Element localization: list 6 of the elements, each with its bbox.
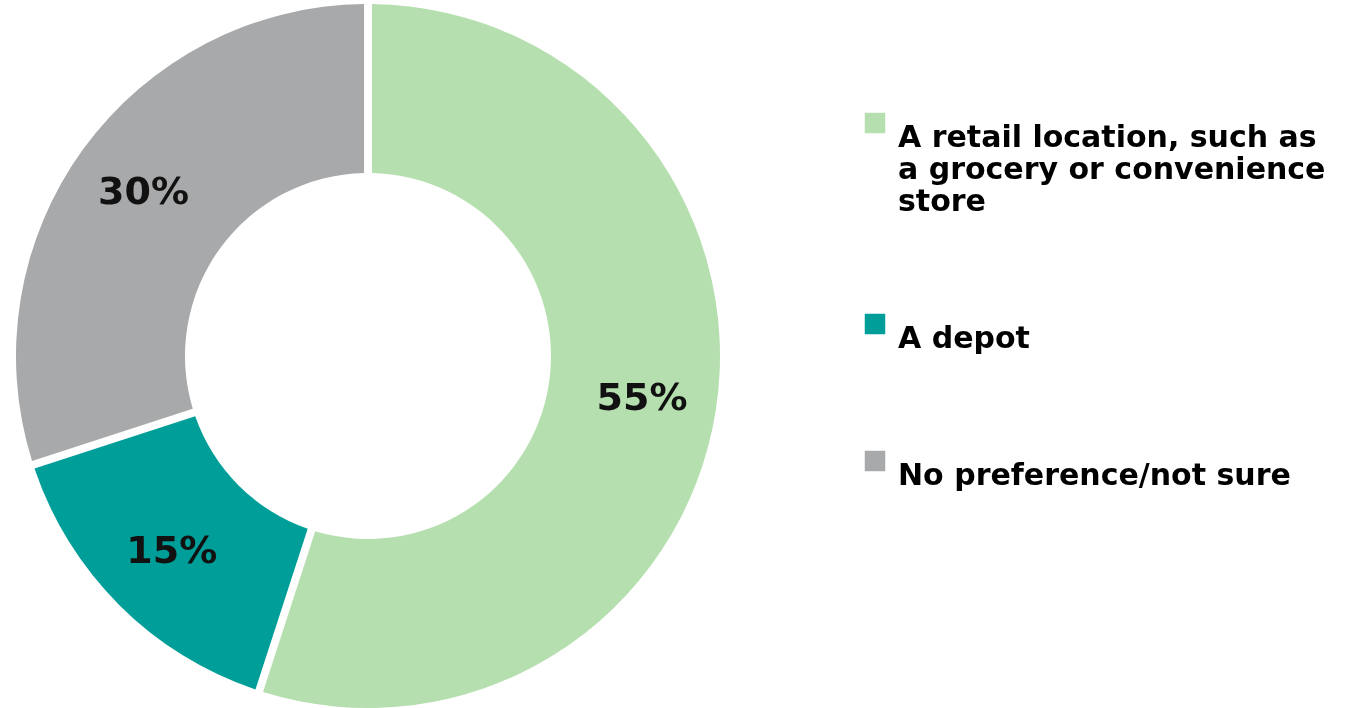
data-label: 15% (126, 528, 218, 573)
legend-label: A retail location, such as a grocery or convenience store (898, 119, 1326, 218)
data-label: 55% (596, 375, 688, 420)
legend-label: A depot (898, 320, 1030, 355)
data-label: 30% (98, 168, 189, 213)
legend-label: No preference/not sure (898, 457, 1291, 492)
